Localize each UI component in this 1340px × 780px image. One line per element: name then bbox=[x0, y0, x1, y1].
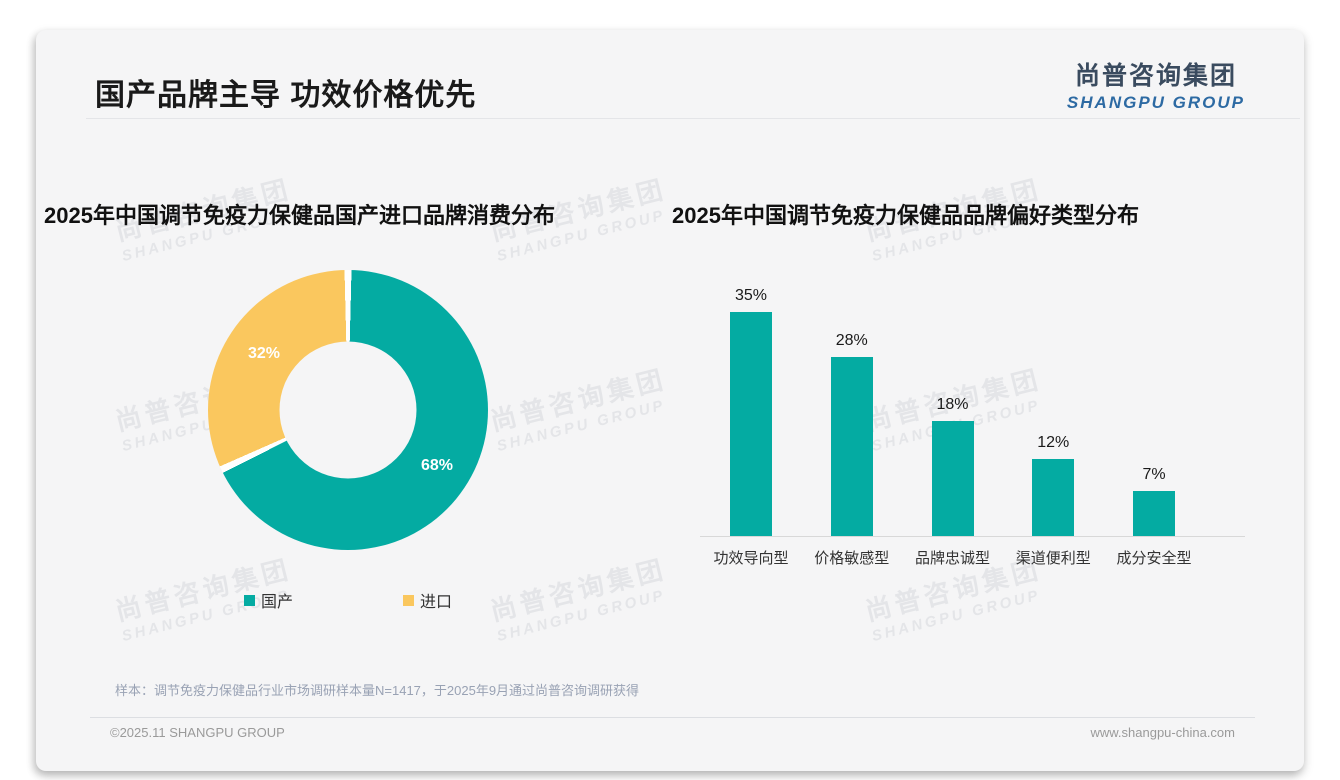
donut-value-domestic: 68% bbox=[420, 457, 454, 474]
footer-divider bbox=[90, 717, 1255, 718]
bar-chart-title: 2025年中国调节免疫力保健品品牌偏好类型分布 bbox=[672, 203, 1139, 228]
logo-chinese-text: 尚普咨询集团 bbox=[1074, 62, 1237, 90]
bar-value-label: 12% bbox=[1037, 434, 1070, 451]
legend-item-imported: 进口 bbox=[403, 588, 452, 612]
bar-chart-categories: 功效导向型 价格敏感型 品牌忠诚型 渠道便利型 成分安全型 bbox=[700, 547, 1245, 569]
bar-value-label: 28% bbox=[835, 332, 868, 349]
legend-item-domestic: 国产 bbox=[243, 588, 293, 612]
watermark: 尚普咨询集团 SHANGPU GROUP bbox=[486, 549, 674, 645]
page-title: 国产品牌主导 功效价格优先 bbox=[95, 79, 477, 112]
donut-chart: 68% 32% bbox=[208, 270, 488, 550]
bar-category-label: 成分安全型 bbox=[1116, 550, 1192, 567]
watermark: 尚普咨询集团 SHANGPU GROUP bbox=[486, 359, 674, 455]
bar bbox=[931, 421, 974, 536]
bar bbox=[730, 312, 772, 536]
bar-value-label: 18% bbox=[936, 396, 969, 413]
company-logo: 尚普咨询集团 SHANGPU GROUP bbox=[1067, 56, 1245, 113]
watermark-line2: SHANGPU GROUP bbox=[870, 586, 1043, 645]
watermark-line2: SHANGPU GROUP bbox=[495, 396, 668, 455]
watermark-line1: 尚普咨询集团 bbox=[487, 363, 670, 437]
bar-category-label: 品牌忠诚型 bbox=[914, 550, 990, 567]
legend-swatch-imported bbox=[403, 594, 414, 606]
donut-value-imported: 32% bbox=[247, 345, 281, 362]
slide-card: 尚普咨询集团 SHANGPU GROUP 尚普咨询集团 SHANGPU GROUP 尚普… bbox=[36, 30, 1304, 771]
watermark-line2: SHANGPU GROUP bbox=[495, 586, 668, 645]
legend-label-domestic: 国产 bbox=[260, 594, 293, 611]
bar-value-label: 7% bbox=[1142, 466, 1166, 483]
bar bbox=[830, 357, 873, 536]
header-divider bbox=[86, 118, 1300, 119]
bar-category-label: 价格敏感型 bbox=[814, 550, 890, 567]
bar-chart-plot: 35% 28% 18% 12% 7% bbox=[700, 280, 1245, 537]
bar bbox=[1133, 491, 1175, 536]
donut-hole bbox=[279, 341, 417, 479]
legend-swatch-domestic bbox=[243, 594, 255, 606]
bar bbox=[1032, 459, 1075, 536]
footer-copyright: ©2025.11 SHANGPU GROUP bbox=[110, 725, 285, 740]
bar-category-label: 功效导向型 bbox=[713, 550, 789, 567]
logo-english-text: SHANGPU GROUP bbox=[1066, 93, 1245, 112]
watermark-line1: 尚普咨询集团 bbox=[487, 553, 670, 627]
donut-legend: 国产 进口 bbox=[208, 588, 488, 612]
sample-footnote: 样本：调节免疫力保健品行业市场调研样本量N=1417，于2025年9月通过尚普咨… bbox=[115, 683, 640, 698]
footer-website: www.shangpu-china.com bbox=[1090, 725, 1235, 740]
legend-label-imported: 进口 bbox=[420, 594, 453, 611]
donut-chart-title: 2025年中国调节免疫力保健品国产进口品牌消费分布 bbox=[44, 203, 555, 228]
bar-value-label: 35% bbox=[734, 287, 768, 304]
bar-category-label: 渠道便利型 bbox=[1015, 550, 1091, 567]
